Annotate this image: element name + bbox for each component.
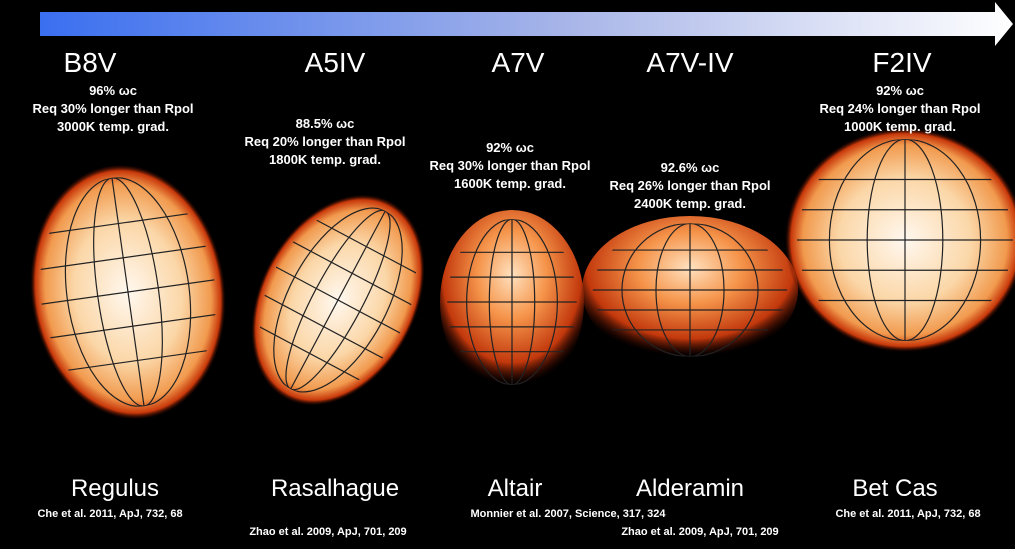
star-stat: 92% ωc [486,140,534,155]
parallel [297,209,436,284]
citation: Che et al. 2011, ApJ, 732, 68 [835,508,980,520]
star-stat: 88.5% ωc [296,116,355,131]
star-name: Bet Cas [852,475,937,502]
star-stat: 96% ωc [89,83,137,98]
spectral-type: A7V [492,47,545,78]
star [25,164,231,420]
star-stat: Req 24% longer than Rpol [819,101,980,116]
star-name: Rasalhague [271,475,399,502]
citation: Che et al. 2011, ApJ, 732, 68 [37,508,182,520]
spectral-type: B8V [64,47,117,78]
citation: Monnier et al. 2007, Science, 317, 324 [470,508,666,520]
parallel [25,209,215,238]
star [582,216,798,364]
star-grid [25,165,231,419]
star-stat: 3000K temp. grad. [57,119,169,134]
star [240,194,436,406]
star-stat: Req 30% longer than Rpol [32,101,193,116]
parallel [268,262,408,338]
star-stat: 1800K temp. grad. [269,152,381,167]
star-grid [240,200,436,400]
citation: Zhao et al. 2009, ApJ, 701, 209 [249,526,406,538]
star-grid [592,223,788,357]
arrow [40,2,1013,46]
parallel [41,346,231,375]
parallel [240,316,379,391]
star-name: Regulus [71,475,159,502]
parallel [254,289,393,364]
spectral-type: A7V-IV [646,47,733,78]
star-stat: Req 30% longer than Rpol [429,158,590,173]
spectral-type: A5IV [305,47,366,78]
star-grid [797,139,1013,341]
parallel [36,312,229,341]
star-stat: 2400K temp. grad. [634,196,746,211]
star-stat: 92% ωc [876,83,924,98]
star-stat: Req 20% longer than Rpol [244,134,405,149]
parallel [27,243,220,272]
star-stat: Req 26% longer than Rpol [609,178,770,193]
star-grid [447,219,577,385]
star-stat: 92.6% ωc [661,160,720,175]
citation: Zhao et al. 2009, ApJ, 701, 209 [621,526,778,538]
star-name: Altair [488,475,543,502]
star-name: Alderamin [636,475,744,502]
star-stat: 1000K temp. grad. [844,119,956,134]
star-stat: 1600K temp. grad. [454,176,566,191]
parallel [31,277,225,307]
star [785,128,1015,352]
star [440,210,584,394]
spectral-type: F2IV [872,47,931,78]
parallel [283,236,422,311]
